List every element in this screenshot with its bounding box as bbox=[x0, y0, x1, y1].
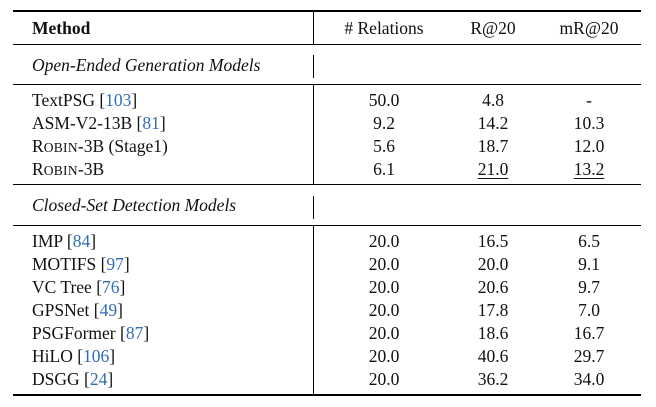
section-rule-closed-set bbox=[13, 225, 641, 226]
relations-value: 5.6 bbox=[373, 136, 395, 156]
column-separator bbox=[313, 196, 314, 219]
citation-link[interactable]: 103 bbox=[105, 90, 132, 110]
r20-value: 17.8 bbox=[477, 300, 509, 320]
citation-link[interactable]: 87 bbox=[125, 323, 144, 343]
column-separator bbox=[313, 226, 314, 394]
header-mr20: mR@20 bbox=[559, 18, 619, 38]
r20-value: 40.6 bbox=[477, 346, 509, 366]
table-row: VC Tree [76] 20.0 20.6 9.7 bbox=[0, 276, 656, 298]
r20-value: 21.0 bbox=[477, 159, 509, 179]
citation-link[interactable]: 106 bbox=[83, 346, 110, 366]
mr20-value: 10.3 bbox=[573, 113, 605, 133]
mr20-value: 6.5 bbox=[578, 231, 600, 251]
mr20-value: 16.7 bbox=[573, 323, 605, 343]
relations-value: 9.2 bbox=[373, 113, 395, 133]
header-rule bbox=[13, 44, 641, 45]
r20-value: 14.2 bbox=[477, 113, 509, 133]
section-title: Closed-Set Detection Models bbox=[32, 195, 237, 215]
table-row: HiLO [106] 20.0 40.6 29.7 bbox=[0, 345, 656, 367]
column-separator bbox=[313, 55, 314, 78]
r20-value: 4.8 bbox=[482, 90, 504, 110]
section-title: Open-Ended Generation Models bbox=[32, 55, 261, 75]
relations-value: 20.0 bbox=[368, 231, 400, 251]
relations-value: 20.0 bbox=[368, 277, 400, 297]
relations-value: 20.0 bbox=[368, 254, 400, 274]
method-name: GPSNet [49] bbox=[32, 300, 123, 320]
method-name: ASM-V2-13B [81] bbox=[32, 113, 166, 133]
method-name: ROBIN-3B bbox=[32, 159, 105, 179]
citation-link[interactable]: 81 bbox=[142, 113, 160, 133]
method-name: ROBIN-3B (Stage1) bbox=[32, 136, 168, 156]
r20-value: 18.6 bbox=[477, 323, 509, 343]
r20-value: 20.6 bbox=[477, 277, 509, 297]
method-name: HiLO [106] bbox=[32, 346, 116, 366]
mr20-value: 9.1 bbox=[578, 254, 600, 274]
citation-link[interactable]: 97 bbox=[106, 254, 124, 274]
method-name: TextPSG [103] bbox=[32, 90, 138, 110]
table-row: ROBIN-3B (Stage1) 5.6 18.7 12.0 bbox=[0, 135, 656, 157]
method-name: VC Tree [76] bbox=[32, 277, 126, 297]
table-row: IMP [84] 20.0 16.5 6.5 bbox=[0, 230, 656, 252]
section-title-closed-set: Closed-Set Detection Models bbox=[0, 194, 656, 216]
table-row: ROBIN-3B 6.1 21.0 13.2 bbox=[0, 158, 656, 180]
relations-value: 20.0 bbox=[368, 346, 400, 366]
header-relations: # Relations bbox=[344, 18, 424, 38]
relations-value: 50.0 bbox=[368, 90, 400, 110]
r20-value: 18.7 bbox=[477, 136, 509, 156]
mr20-value: 7.0 bbox=[578, 300, 600, 320]
header-method: Method bbox=[32, 18, 91, 38]
method-name: IMP [84] bbox=[32, 231, 97, 251]
column-separator bbox=[313, 85, 314, 184]
relations-value: 20.0 bbox=[368, 300, 400, 320]
table-row: ASM-V2-13B [81] 9.2 14.2 10.3 bbox=[0, 112, 656, 134]
citation-link[interactable]: 76 bbox=[102, 277, 120, 297]
mr20-value: 9.7 bbox=[578, 277, 600, 297]
citation-link[interactable]: 84 bbox=[72, 231, 91, 251]
citation-link[interactable]: 49 bbox=[99, 300, 118, 320]
method-name: PSGFormer [87] bbox=[32, 323, 150, 343]
mr20-value: - bbox=[586, 90, 592, 110]
header-r20: R@20 bbox=[470, 18, 516, 38]
header-row: Method # Relations R@20 mR@20 bbox=[0, 17, 656, 39]
r20-value: 20.0 bbox=[477, 254, 509, 274]
r20-value: 36.2 bbox=[477, 369, 509, 389]
column-separator bbox=[313, 12, 314, 44]
relations-value: 20.0 bbox=[368, 323, 400, 343]
relations-value: 6.1 bbox=[373, 159, 395, 179]
section-rule-open-ended bbox=[13, 84, 641, 85]
top-rule bbox=[13, 10, 641, 12]
table-row: DSGG [24] 20.0 36.2 34.0 bbox=[0, 368, 656, 390]
bottom-rule bbox=[13, 394, 641, 396]
mr20-value: 29.7 bbox=[573, 346, 605, 366]
mr20-value: 34.0 bbox=[573, 369, 605, 389]
section-title-open-ended: Open-Ended Generation Models bbox=[0, 54, 656, 76]
section-divider bbox=[13, 184, 641, 185]
table-row: MOTIFS [97] 20.0 20.0 9.1 bbox=[0, 253, 656, 275]
mr20-value: 12.0 bbox=[573, 136, 605, 156]
relations-value: 20.0 bbox=[368, 369, 400, 389]
table-row: GPSNet [49] 20.0 17.8 7.0 bbox=[0, 299, 656, 321]
mr20-value: 13.2 bbox=[573, 159, 605, 179]
table-row: TextPSG [103] 50.0 4.8 - bbox=[0, 89, 656, 111]
citation-link[interactable]: 24 bbox=[89, 369, 108, 389]
method-name: MOTIFS [97] bbox=[32, 254, 130, 274]
table-row: PSGFormer [87] 20.0 18.6 16.7 bbox=[0, 322, 656, 344]
r20-value: 16.5 bbox=[477, 231, 509, 251]
method-name: DSGG [24] bbox=[32, 369, 114, 389]
